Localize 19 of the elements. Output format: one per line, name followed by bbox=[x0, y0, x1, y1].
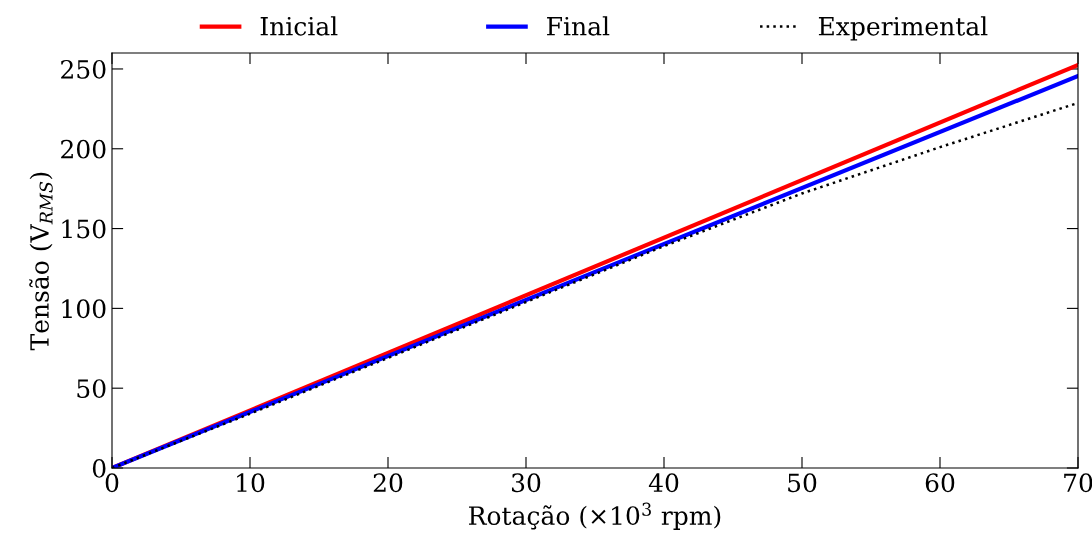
x-tick-label: 10 bbox=[237, 473, 265, 493]
x-tick-label: 40 bbox=[648, 473, 679, 493]
x-tick-label: 20 bbox=[373, 473, 403, 493]
y-axis-title: Tensão (V$_{RMS}$) bbox=[29, 172, 53, 351]
y-tick-label: 200 bbox=[61, 139, 106, 159]
x-tick-label: 30 bbox=[512, 473, 541, 493]
legend-label: Experimental bbox=[818, 16, 988, 41]
y-tick-label: 0 bbox=[92, 458, 106, 478]
y-tick-label: 150 bbox=[62, 219, 106, 239]
y-tick-label: 250 bbox=[61, 59, 106, 79]
y-tick-label: 50 bbox=[77, 379, 106, 399]
y-tick-label: 100 bbox=[62, 299, 106, 319]
x-tick-label: 70 bbox=[1064, 473, 1092, 493]
x-tick-label: 50 bbox=[788, 473, 817, 493]
legend-label: Final bbox=[547, 16, 610, 36]
legend-label: Inicial bbox=[260, 16, 338, 36]
x-tick-label: 60 bbox=[925, 473, 955, 493]
x-axis-title: Rotação (×10$^{3}$ rpm) bbox=[469, 502, 721, 530]
x-tick-label: 0 bbox=[105, 473, 119, 493]
